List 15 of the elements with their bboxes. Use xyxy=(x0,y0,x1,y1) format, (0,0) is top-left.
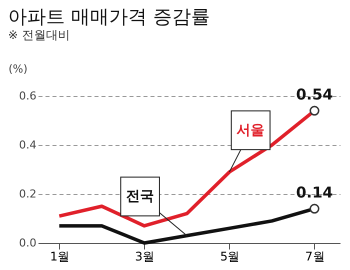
x-tick-label: 5월 xyxy=(220,250,240,264)
y-axis-title: (%) xyxy=(8,62,28,76)
series-label: 서울 xyxy=(236,122,265,138)
text: 전국 xyxy=(126,188,154,204)
x-tick-label: 1월 xyxy=(50,250,70,264)
y-tick-label: 0.0 xyxy=(19,236,36,250)
y-tick-label: 0.6 xyxy=(19,90,36,102)
chart-title: 아파트 매매가격 증감률 xyxy=(8,6,210,28)
annotation: 0.54 xyxy=(296,86,333,104)
y-tick-label: 0.4 xyxy=(19,138,36,152)
text: ※ 전월대비 xyxy=(8,28,70,42)
x-tick-label: 7월 xyxy=(305,250,325,264)
annotation: 0.14 xyxy=(296,184,333,202)
y-tick-label: 0.2 xyxy=(19,188,36,200)
x-tick-label: 3월 xyxy=(135,250,155,264)
